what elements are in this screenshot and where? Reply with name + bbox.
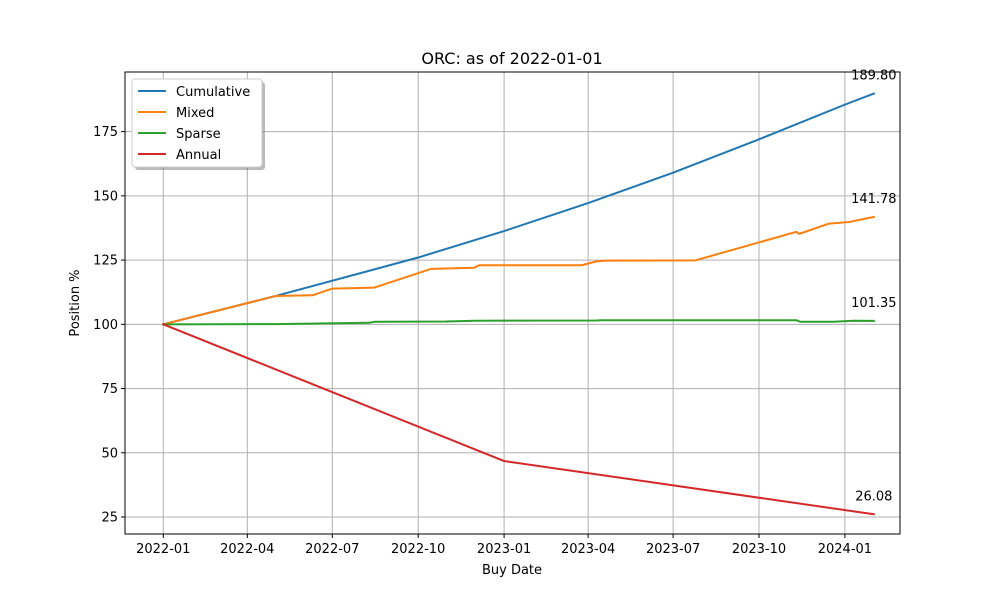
series-line-sparse xyxy=(162,319,875,326)
y-axis-label: Position % xyxy=(68,269,83,336)
legend-box xyxy=(131,78,263,168)
x-tick-label: 2023-01 xyxy=(477,542,531,557)
end-value-label-sparse: 101.35 xyxy=(851,296,897,311)
y-tick-label: 25 xyxy=(101,511,118,526)
y-tick-label: 50 xyxy=(101,446,118,461)
x-tick-label: 2022-04 xyxy=(220,542,274,557)
legend-items: Cumulative Mixed Sparse Annual xyxy=(138,85,250,163)
end-value-label-mixed: 141.78 xyxy=(851,192,897,207)
x-tick-label: 2024-01 xyxy=(818,542,872,557)
x-tick-label: 2022-10 xyxy=(391,542,445,557)
legend: Cumulative Mixed Sparse Annual xyxy=(131,78,265,170)
y-tick-label: 75 xyxy=(101,382,118,397)
chart-title: ORC: as of 2022-01-01 xyxy=(421,49,602,68)
plot-frame xyxy=(124,71,901,535)
legend-label-sparse: Sparse xyxy=(176,127,221,142)
y-axis: 25 50 75 100 125 150 175 xyxy=(93,125,125,526)
y-tick-label: 125 xyxy=(93,254,118,269)
end-value-label-cumulative: 189.80 xyxy=(851,69,897,84)
x-tick-label: 2022-07 xyxy=(305,542,359,557)
legend-label-annual: Annual xyxy=(176,148,221,163)
series-line-annual xyxy=(161,323,875,516)
x-tick-label: 2023-07 xyxy=(646,542,700,557)
legend-label-cumulative: Cumulative xyxy=(176,85,250,100)
x-tick-label: 2023-04 xyxy=(561,542,615,557)
end-value-label-annual: 26.08 xyxy=(855,489,892,504)
legend-label-mixed: Mixed xyxy=(176,106,214,121)
y-tick-label: 100 xyxy=(93,318,118,333)
y-tick-label: 175 xyxy=(93,125,118,140)
x-axis-label: Buy Date xyxy=(482,563,542,578)
series-line-cumulative xyxy=(162,92,876,326)
series-line-mixed xyxy=(162,215,876,326)
y-tick-label: 150 xyxy=(93,189,118,204)
x-tick-label: 2022-01 xyxy=(136,542,190,557)
series-layer xyxy=(161,92,876,516)
grid xyxy=(125,72,900,534)
x-axis: 2022-01 2022-04 2022-07 2022-10 2023-01 2023-… xyxy=(136,534,872,557)
x-tick-label: 2023-10 xyxy=(732,542,786,557)
end-labels: 189.80 141.78 101.35 26.08 xyxy=(851,69,897,505)
